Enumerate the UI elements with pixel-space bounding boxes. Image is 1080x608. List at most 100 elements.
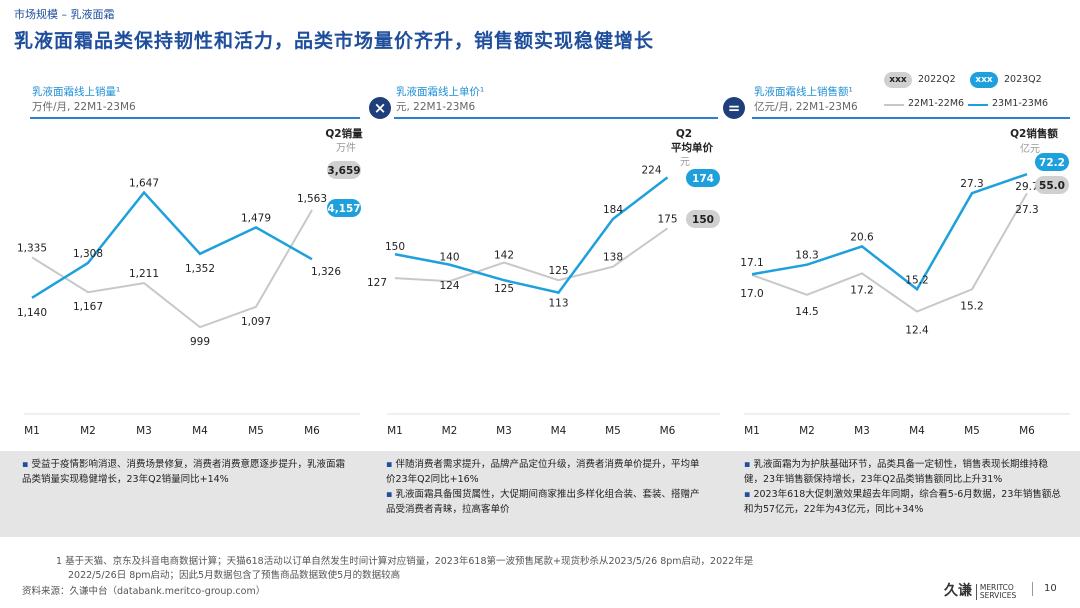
breadcrumb: 市场规模 – 乳液面霜 bbox=[14, 8, 115, 21]
panel-1-rule bbox=[30, 117, 360, 119]
legend-2023-line bbox=[968, 104, 988, 106]
legend-2023-label: 2023Q2 bbox=[1004, 74, 1042, 85]
notes-col-1: ▪ 受益于疫情影响消退、消费场景修复，消费者消费意愿逐步提升，乳液面霜品类销量实… bbox=[22, 457, 352, 487]
panel-2-subtitle: 元, 22M1-23M6 bbox=[396, 101, 476, 113]
chart-3-x-tick: M5 bbox=[964, 425, 980, 437]
chart-3-x-tick: M2 bbox=[799, 425, 815, 437]
panel-2-title: 乳液面霜线上单价¹ bbox=[396, 86, 485, 98]
chart-1-data-label: 1,352 bbox=[185, 263, 215, 275]
notes-col-3: ▪ 乳液面霜为为护肤基础环节，品类具备一定韧性，销售表现长期维持稳健，23年销售… bbox=[744, 457, 1062, 517]
chart-3-data-label: 14.5 bbox=[795, 306, 818, 318]
chart-3-data-label: 27.3 bbox=[960, 178, 983, 190]
chart-2-data-label: 224 bbox=[641, 164, 661, 176]
chart-2-data-label: 175 bbox=[657, 213, 677, 225]
chart-2-x-tick: M5 bbox=[605, 425, 621, 437]
chart-1-q2-2023-pill bbox=[327, 199, 361, 217]
chart-1-q2-2022-pill bbox=[327, 161, 361, 179]
panel-3-subtitle: 亿元/月, 22M1-23M6 bbox=[754, 101, 858, 113]
page-title: 乳液面霜品类保持韧性和活力，品类市场量价齐升，销售额实现稳健增长 bbox=[14, 30, 655, 52]
chart-1-x-tick: M1 bbox=[24, 425, 40, 437]
chart-2-data-label: 125 bbox=[494, 283, 514, 295]
chart-3-data-label: 17.0 bbox=[740, 288, 763, 300]
chart-2-q2-unit: 元 bbox=[680, 157, 690, 168]
chart-2-x-tick: M4 bbox=[551, 425, 567, 437]
note-1-1: ▪ 受益于疫情影响消退、消费场景修复，消费者消费意愿逐步提升，乳液面霜品类销量实… bbox=[22, 459, 345, 485]
charts-canvas: M1 M2 M3 M4 M5 M6 1,335 1,167 1,211 999 1,097 1,563… bbox=[17, 127, 1070, 437]
chart-2-x-tick: M3 bbox=[496, 425, 512, 437]
legend-2022-line bbox=[884, 104, 904, 106]
chart-1-data-label: 1,335 bbox=[17, 242, 47, 254]
chart-3-x-tick: M4 bbox=[909, 425, 925, 437]
legend-2023-pill: xxx bbox=[970, 72, 998, 88]
footnote-2: 2022/5/26日 8pm启动；因此5月数据包含了预售商品数据致使5月的数据较… bbox=[68, 570, 401, 581]
chart-2-data-label: 127 bbox=[367, 277, 387, 289]
chart-3-data-label: 20.6 bbox=[850, 231, 874, 243]
panel-2-rule bbox=[394, 117, 718, 119]
chart-1-q2-label: Q2销量 bbox=[325, 127, 363, 140]
chart-2-series-2023-line bbox=[394, 176, 669, 295]
page-number: 10 bbox=[1044, 583, 1057, 594]
chart-2-q2-2022-pill bbox=[686, 210, 720, 228]
chart-3-data-label: 15.2 bbox=[960, 300, 983, 312]
chart-3-series-2022-line bbox=[751, 192, 1028, 313]
legend-2022-line-label: 22M1-22M6 bbox=[908, 98, 965, 109]
chart-1-series-2023-line bbox=[31, 190, 313, 299]
meritco-logo: 久谦 MERITCO SERVICES bbox=[944, 583, 1017, 600]
chart-3-q2-2022-value: 55.0 bbox=[1039, 180, 1065, 192]
chart-3-data-label: 15.2 bbox=[905, 274, 928, 286]
chart-1-data-label: 1,326 bbox=[311, 266, 341, 278]
notes-band bbox=[0, 451, 1080, 537]
chart-3-q2-unit: 亿元 bbox=[1020, 142, 1040, 155]
chart-3-data-label: 18.3 bbox=[795, 250, 818, 262]
legend-2022-pill: xxx bbox=[884, 72, 912, 88]
notes-col-2: ▪ 伴随消费者需求提升，品牌产品定位升级，消费者消费单价提升，平均单价23年Q2… bbox=[386, 457, 708, 517]
chart-1-x-tick: M6 bbox=[304, 425, 320, 437]
chart-2-q2-label: Q2 bbox=[676, 128, 692, 140]
chart-1-x-tick: M4 bbox=[192, 425, 208, 437]
chart-1-x-tick: M2 bbox=[80, 425, 96, 437]
panel-1-title: 乳液面霜线上销量¹ bbox=[32, 86, 121, 98]
chart-1-data-label: 1,308 bbox=[73, 248, 103, 260]
chart-2-data-label: 113 bbox=[548, 298, 568, 310]
panel-3-rule bbox=[752, 117, 1070, 119]
chart-3-x-tick: M1 bbox=[744, 425, 760, 437]
footer-divider bbox=[1032, 582, 1033, 596]
chart-3-series-2023-line bbox=[751, 172, 1028, 292]
chart-2-q2-2022-value: 150 bbox=[692, 214, 714, 226]
chart-3-x-tick: M3 bbox=[854, 425, 870, 437]
chart-3-data-label: 12.4 bbox=[905, 325, 929, 337]
chart-1-data-label: 1,167 bbox=[73, 301, 103, 313]
chart-2-q2-2023-pill bbox=[686, 169, 720, 187]
source-note: 资料来源：久谦中台（databank.meritco-group.com） bbox=[22, 586, 266, 597]
chart-2-data-label: 184 bbox=[603, 204, 623, 216]
chart-2-x-tick: M6 bbox=[660, 425, 676, 437]
chart-2-x-tick: M1 bbox=[387, 425, 403, 437]
chart-1-data-label: 1,647 bbox=[129, 178, 159, 190]
chart-3-q2-2022-pill bbox=[1035, 176, 1069, 194]
legend-2023-line-label: 23M1-23M6 bbox=[992, 98, 1049, 109]
chart-1-data-label: 1,563 bbox=[297, 193, 327, 205]
chart-2-data-label: 124 bbox=[439, 280, 459, 292]
chart-1-q2-2023-value: 4,157 bbox=[327, 203, 360, 215]
chart-2-x-tick: M2 bbox=[442, 425, 458, 437]
chart-2-data-label: 138 bbox=[603, 252, 623, 264]
chart-1-series-2022-line bbox=[31, 209, 313, 329]
note-2-2: ▪ 乳液面霜具备囤货属性，大促期间商家推出多样化组合装、套装、搭赠产品受消费者青… bbox=[386, 489, 700, 515]
chart-3-data-label: 27.3 bbox=[1015, 204, 1038, 216]
chart-1-x-tick: M5 bbox=[248, 425, 264, 437]
chart-2-data-label: 142 bbox=[494, 250, 514, 262]
chart-2-q2-label-2: 平均单价 bbox=[671, 141, 713, 154]
chart-2-q2-2023-value: 174 bbox=[692, 173, 714, 185]
equals-operator-icon: = bbox=[723, 97, 745, 119]
chart-1-data-label: 999 bbox=[190, 336, 210, 348]
chart-3-q2-2023-value: 72.2 bbox=[1039, 157, 1065, 169]
chart-1-data-label: 1,140 bbox=[17, 307, 47, 319]
note-3-1: ▪ 乳液面霜为为护肤基础环节，品类具备一定韧性，销售表现长期维持稳健，23年销售… bbox=[744, 459, 1048, 485]
chart-1-data-label: 1,479 bbox=[241, 212, 271, 224]
legend-2022-label: 2022Q2 bbox=[918, 74, 956, 85]
chart-3-data-label: 29.7 bbox=[1015, 181, 1038, 193]
panel-1-subtitle: 万件/月, 22M1-23M6 bbox=[32, 101, 136, 113]
chart-1-data-label: 1,097 bbox=[241, 316, 271, 328]
chart-1-q2-2022-value: 3,659 bbox=[327, 165, 360, 177]
panel-3-title: 乳液面霜线上销售额¹ bbox=[754, 86, 853, 98]
